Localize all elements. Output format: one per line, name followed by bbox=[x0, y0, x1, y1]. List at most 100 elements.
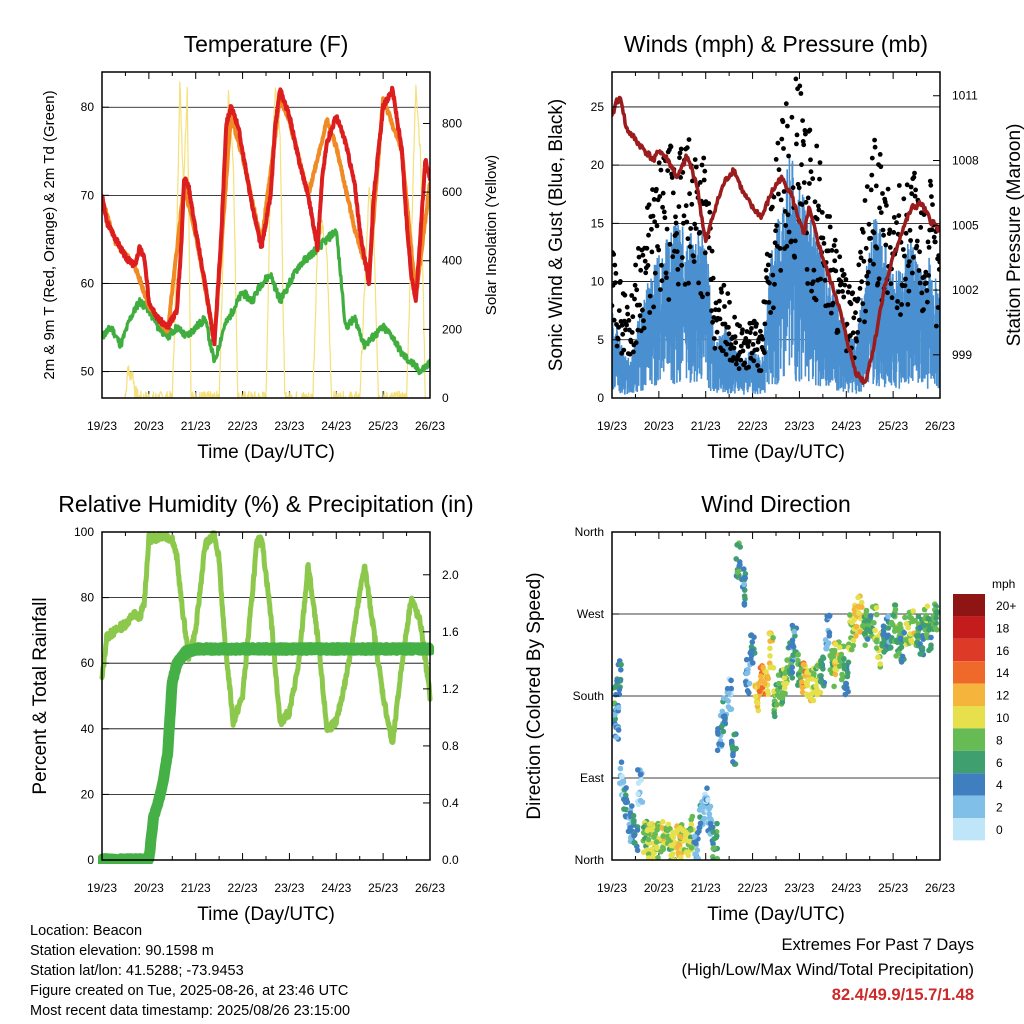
gust-point bbox=[886, 231, 892, 237]
gust-point bbox=[807, 181, 812, 186]
gust-point bbox=[701, 177, 707, 183]
gust-point bbox=[827, 214, 832, 219]
direction-point bbox=[653, 839, 660, 845]
direction-point bbox=[615, 704, 622, 711]
gust-point bbox=[646, 202, 652, 208]
gust-point bbox=[732, 314, 737, 320]
gust-point bbox=[936, 267, 940, 272]
gust-point bbox=[830, 300, 836, 306]
rh-xtick-label: 25/23 bbox=[368, 881, 398, 895]
direction-point bbox=[736, 563, 742, 569]
direction-point bbox=[766, 631, 773, 637]
gust-point bbox=[862, 198, 868, 203]
gust-point bbox=[743, 336, 749, 341]
direction-point bbox=[789, 641, 796, 647]
gust-point bbox=[740, 348, 746, 354]
gust-point bbox=[621, 347, 627, 353]
gust-point bbox=[736, 366, 742, 372]
direction-point bbox=[898, 644, 905, 650]
gust-point bbox=[793, 76, 799, 82]
dir-xtick-label: 19/23 bbox=[597, 881, 627, 895]
gust-point bbox=[808, 157, 813, 163]
colorbar-swatch bbox=[953, 616, 985, 639]
gust-point bbox=[769, 204, 775, 210]
gust-point bbox=[768, 310, 773, 315]
gust-point bbox=[869, 172, 875, 178]
gust-point bbox=[707, 209, 713, 215]
gust-point bbox=[850, 330, 856, 336]
gust-point bbox=[724, 341, 730, 347]
gust-point bbox=[796, 185, 802, 191]
gust-point bbox=[762, 350, 767, 356]
direction-point bbox=[737, 544, 743, 550]
direction-point bbox=[730, 759, 736, 765]
gust-point bbox=[721, 282, 727, 288]
direction-point bbox=[664, 827, 671, 834]
gust-point bbox=[750, 342, 756, 347]
direction-point bbox=[928, 634, 934, 641]
gust-point bbox=[650, 213, 656, 219]
gust-point bbox=[864, 273, 870, 279]
colorbar-label: 4 bbox=[996, 778, 1003, 792]
direction-point bbox=[688, 845, 695, 851]
gust-point bbox=[859, 279, 865, 285]
gust-point bbox=[673, 214, 678, 220]
dir-xtick-label: 25/23 bbox=[878, 881, 908, 895]
gust-point bbox=[719, 289, 724, 295]
gust-point bbox=[763, 299, 768, 305]
colorbar-swatch bbox=[953, 638, 985, 662]
gust-point bbox=[738, 343, 744, 349]
gust-point bbox=[643, 270, 649, 276]
gust-point bbox=[716, 307, 722, 313]
direction-point bbox=[825, 640, 832, 646]
station-info: Location: Beacon Station elevation: 90.1… bbox=[30, 921, 350, 1021]
gust-point bbox=[789, 238, 794, 244]
gust-point bbox=[797, 83, 803, 89]
wind-xtick-label: 24/23 bbox=[831, 419, 861, 433]
direction-point bbox=[881, 649, 887, 655]
gust-point bbox=[677, 155, 682, 161]
direction-point bbox=[676, 842, 683, 848]
direction-point bbox=[635, 767, 641, 773]
gust-point bbox=[657, 194, 663, 199]
gust-point bbox=[758, 368, 764, 373]
direction-point bbox=[908, 636, 914, 643]
direction-point bbox=[831, 683, 837, 690]
direction-point bbox=[710, 829, 716, 835]
direction-point bbox=[634, 827, 641, 833]
gust-point bbox=[762, 321, 768, 327]
gust-point bbox=[816, 207, 822, 213]
station-location: Location: Beacon bbox=[30, 923, 143, 939]
direction-point bbox=[614, 678, 620, 684]
rh-ytick-label: 60 bbox=[81, 656, 95, 670]
temp-ytick-label: 70 bbox=[81, 188, 95, 202]
direction-point bbox=[914, 633, 920, 639]
gust-point bbox=[776, 167, 782, 173]
direction-point bbox=[843, 680, 849, 687]
direction-point bbox=[714, 747, 721, 754]
solar-insolation-line bbox=[124, 81, 426, 398]
colorbar-swatch bbox=[953, 773, 985, 796]
direction-point bbox=[868, 613, 874, 619]
gust-point bbox=[770, 272, 776, 278]
direction-point bbox=[818, 661, 824, 668]
gust-point bbox=[898, 312, 903, 317]
direction-point bbox=[660, 845, 666, 851]
gust-point bbox=[700, 294, 705, 300]
gust-point bbox=[894, 305, 900, 311]
direction-point bbox=[851, 617, 857, 623]
gust-point bbox=[620, 331, 626, 337]
gust-point bbox=[912, 170, 917, 176]
temp-ylabel: 2m & 9m T (Red, Orange) & 2m Td (Green) bbox=[41, 90, 58, 379]
gust-point bbox=[623, 327, 628, 333]
direction-point bbox=[722, 717, 728, 724]
pressure-ytick-label: 999 bbox=[952, 348, 972, 362]
gust-point bbox=[807, 127, 813, 133]
direction-point bbox=[836, 644, 843, 651]
temp-title: Temperature (F) bbox=[184, 31, 349, 57]
wind-ytick-label: 25 bbox=[591, 100, 605, 114]
direction-point bbox=[741, 574, 747, 581]
gust-point bbox=[773, 228, 778, 234]
direction-point bbox=[783, 680, 790, 687]
gust-point bbox=[872, 144, 878, 150]
